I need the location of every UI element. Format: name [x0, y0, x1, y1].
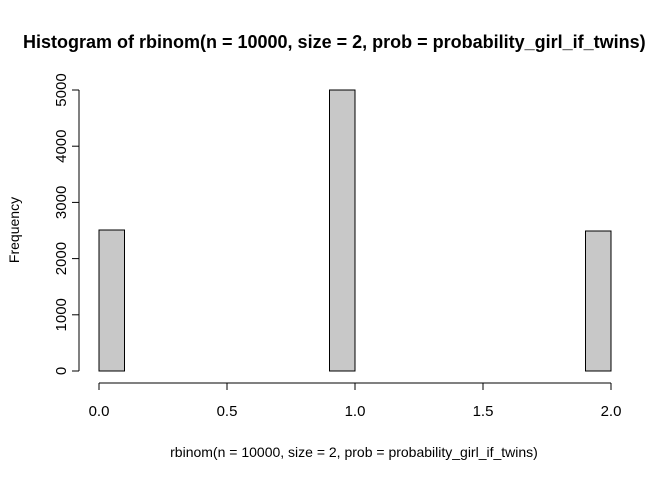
y-axis-label: Frequency	[6, 197, 22, 263]
histogram-bar-19	[584, 230, 612, 372]
histogram-bar-0	[98, 229, 126, 372]
x-tick-label-4: 2.0	[601, 403, 622, 420]
y-tick-label-0: 0	[53, 367, 70, 375]
y-tick-label-5: 5000	[53, 73, 70, 106]
y-tick-label-4: 4000	[53, 130, 70, 163]
y-tick-label-3: 3000	[53, 186, 70, 219]
x-tick-label-3: 1.5	[473, 403, 494, 420]
bars-layer	[98, 89, 612, 372]
x-axis-label: rbinom(n = 10000, size = 2, prob = proba…	[170, 444, 538, 460]
histogram-bar-9	[328, 89, 356, 372]
x-tick-label-1: 0.5	[217, 403, 238, 420]
y-tick-label-1: 1000	[53, 298, 70, 331]
x-tick-label-0: 0.0	[89, 403, 110, 420]
x-tick-label-2: 1.0	[345, 403, 366, 420]
chart-title: Histogram of rbinom(n = 10000, size = 2,…	[23, 32, 646, 52]
x-axis: 0.0 0.5 1.0 1.5 2.0	[89, 382, 622, 420]
y-axis: 0 1000 2000 3000 4000 5000	[53, 73, 80, 375]
y-tick-label-2: 2000	[53, 242, 70, 275]
